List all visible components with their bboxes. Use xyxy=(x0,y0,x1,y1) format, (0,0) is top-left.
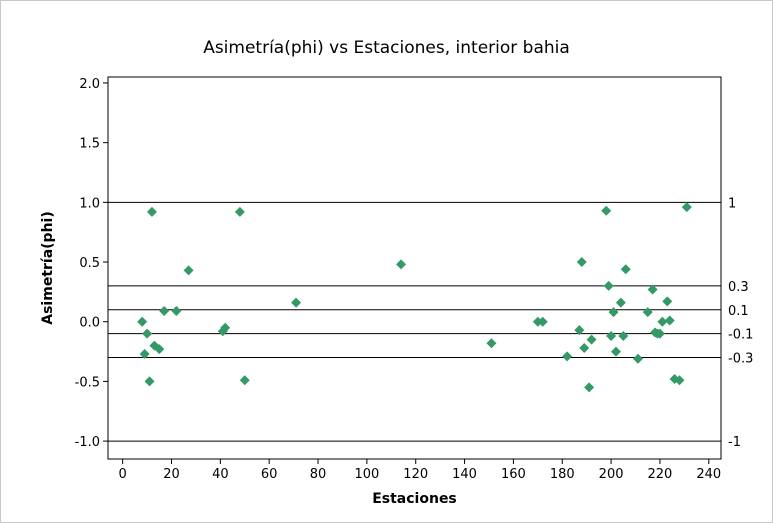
data-point xyxy=(610,346,621,357)
data-point xyxy=(146,206,157,217)
data-point xyxy=(620,264,631,275)
data-point xyxy=(576,257,587,268)
x-tick-label: 80 xyxy=(310,467,327,482)
x-axis: 0 20 40 60 80 100 120 140 160 180 200 220 240 xyxy=(119,459,721,482)
reference-lines: 1 0.3 0.1 -0.1 -0.3 -1 xyxy=(108,196,753,450)
data-point xyxy=(584,382,595,393)
data-point xyxy=(220,322,231,333)
data-point xyxy=(664,315,675,326)
x-tick-label: 240 xyxy=(696,467,721,482)
y-tick-label: 1.0 xyxy=(79,196,100,211)
data-point xyxy=(654,328,665,339)
data-point xyxy=(537,316,548,327)
data-point xyxy=(396,259,407,270)
data-point xyxy=(579,342,590,353)
data-point xyxy=(662,296,673,307)
data-point xyxy=(159,305,170,316)
data-point xyxy=(674,375,685,386)
data-point xyxy=(586,334,597,345)
data-point xyxy=(183,265,194,276)
data-point xyxy=(486,338,497,349)
x-tick-label: 160 xyxy=(501,467,526,482)
x-tick-label: 20 xyxy=(163,467,180,482)
data-point xyxy=(291,297,302,308)
data-point xyxy=(606,331,617,342)
chart-title: Asimetría(phi) vs Estaciones, interior b… xyxy=(203,38,570,58)
reference-line-label: -1 xyxy=(728,435,741,450)
data-point xyxy=(574,325,585,336)
data-point xyxy=(144,376,155,387)
reference-line-label: -0.1 xyxy=(728,328,753,343)
y-tick-label: 0.5 xyxy=(79,256,100,271)
data-point xyxy=(154,344,165,355)
data-point xyxy=(142,328,153,339)
y-axis-label: Asimetría(phi) xyxy=(40,211,56,324)
reference-line-label: 1 xyxy=(728,196,736,211)
data-point xyxy=(647,284,658,295)
reference-line-label: 0.1 xyxy=(728,304,749,319)
y-tick-label: -0.5 xyxy=(75,375,100,390)
y-tick-label: 0.0 xyxy=(79,316,100,331)
plot-area xyxy=(107,76,722,460)
data-point xyxy=(642,307,653,318)
data-points xyxy=(137,202,692,393)
reference-line-label: -0.3 xyxy=(728,352,753,367)
data-point xyxy=(137,316,148,327)
x-tick-label: 180 xyxy=(550,467,575,482)
data-point xyxy=(234,206,245,217)
data-point xyxy=(239,375,250,386)
data-point xyxy=(562,351,573,362)
y-tick-label: -1.0 xyxy=(75,435,100,450)
data-point xyxy=(618,331,629,342)
data-point xyxy=(681,202,692,213)
x-tick-label: 0 xyxy=(119,467,127,482)
x-tick-label: 200 xyxy=(599,467,624,482)
data-point xyxy=(615,297,626,308)
y-axis: -1.0 -0.5 0.0 0.5 1.0 1.5 2.0 xyxy=(75,77,108,450)
x-tick-label: 140 xyxy=(452,467,477,482)
data-point xyxy=(632,353,643,364)
data-point xyxy=(603,280,614,291)
y-tick-label: 1.5 xyxy=(79,137,100,152)
x-tick-label: 120 xyxy=(403,467,428,482)
x-tick-label: 220 xyxy=(648,467,673,482)
x-axis-label: Estaciones xyxy=(372,491,457,507)
data-point xyxy=(657,316,668,327)
y-tick-label: 2.0 xyxy=(79,77,100,92)
x-tick-label: 100 xyxy=(354,467,379,482)
x-tick-label: 40 xyxy=(212,467,229,482)
data-point xyxy=(171,305,182,316)
data-point xyxy=(139,348,150,359)
data-point xyxy=(601,205,612,216)
reference-line-label: 0.3 xyxy=(728,280,749,295)
data-point xyxy=(608,307,619,318)
x-tick-label: 60 xyxy=(261,467,278,482)
